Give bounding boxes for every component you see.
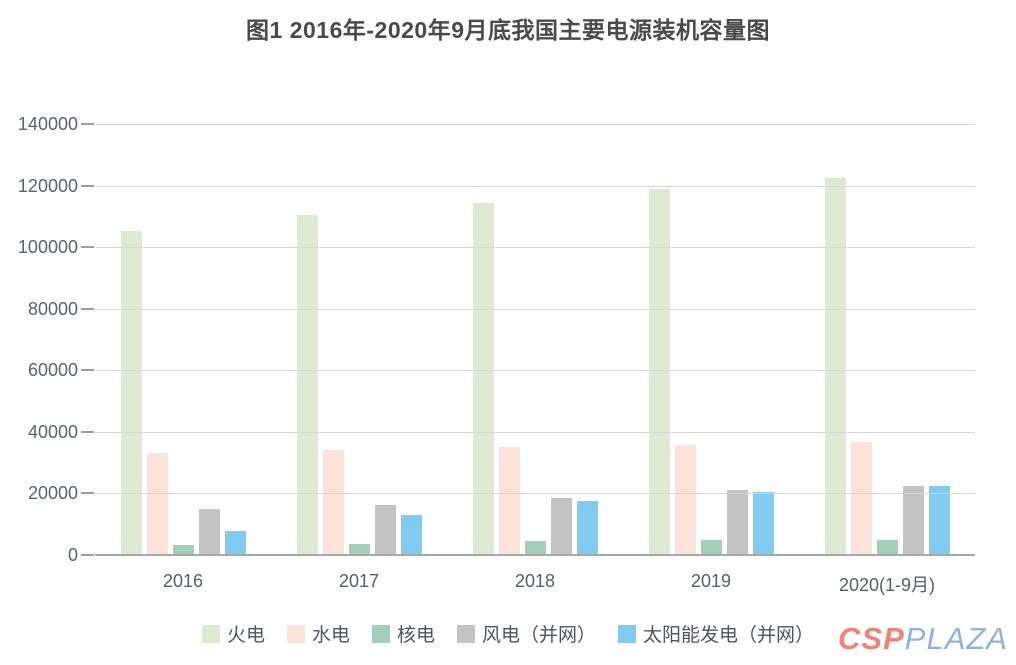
bar-group-2 (447, 124, 623, 555)
legend-label-nuclear-power: 核电 (396, 625, 435, 646)
bar-solar-power-0 (224, 531, 246, 555)
y-tick-label-80000: 80000 (27, 298, 78, 319)
bar-thermal-power-3 (648, 188, 670, 555)
legend-label-thermal-power: 火电 (226, 625, 265, 646)
bar-wind-power-1 (374, 504, 396, 555)
chart-title: 图1 2016年-2020年9月底我国主要电源装机容量图 (246, 17, 770, 43)
bar-solar-power-4 (928, 486, 950, 555)
legend-swatch-thermal-power (201, 624, 220, 643)
bar-nuclear-power-1 (348, 544, 370, 555)
bar-group-4 (799, 124, 975, 555)
bar-thermal-power-4 (824, 177, 846, 555)
bars-layer (95, 124, 975, 555)
legend-item-nuclear-power: 核电 (371, 620, 435, 647)
bar-nuclear-power-4 (876, 539, 898, 555)
x-axis-label-2: 2018 (514, 571, 556, 591)
legend-item-hydro-power: 水电 (286, 620, 350, 647)
watermark-plaza-text: PLAZA (904, 621, 1008, 656)
bar-nuclear-power-2 (524, 541, 546, 555)
x-axis-label-1: 2017 (338, 571, 380, 591)
legend-item-solar-power: 太阳能发电（并网） (618, 620, 814, 647)
plot-area (95, 124, 975, 556)
y-tick-label-20000: 20000 (27, 483, 78, 504)
y-tick-mark-140000 (81, 123, 94, 125)
watermark-csp-text: CSP (838, 621, 905, 656)
bar-hydro-power-2 (498, 446, 520, 555)
bar-solar-power-2 (576, 501, 598, 555)
legend-label-hydro-power: 水电 (311, 625, 350, 646)
bar-thermal-power-2 (472, 202, 494, 555)
bar-group-0 (95, 124, 271, 555)
bar-nuclear-power-3 (700, 540, 722, 555)
y-tick-mark-20000 (81, 492, 94, 495)
bar-hydro-power-1 (322, 450, 344, 555)
y-tick-label-140000: 140000 (17, 114, 78, 134)
y-tick-mark-100000 (81, 246, 94, 249)
bar-wind-power-3 (726, 490, 748, 555)
legend-swatch-nuclear-power (371, 624, 390, 643)
legend-label-wind-power: 风电（并网） (482, 625, 597, 646)
bar-thermal-power-0 (120, 230, 142, 555)
y-tick-label-40000: 40000 (27, 421, 78, 442)
legend-item-thermal-power: 火电 (201, 620, 265, 647)
bar-hydro-power-4 (850, 442, 872, 555)
bar-wind-power-0 (198, 509, 220, 555)
y-tick-mark-40000 (81, 430, 94, 433)
y-tick-mark-0 (81, 554, 94, 556)
x-axis-label-0: 2016 (162, 571, 204, 591)
y-tick-mark-80000 (81, 307, 94, 310)
bar-solar-power-1 (400, 514, 422, 555)
bar-wind-power-2 (550, 498, 572, 555)
bar-nuclear-power-0 (172, 544, 194, 555)
bar-group-1 (271, 124, 447, 555)
bar-wind-power-4 (902, 486, 924, 555)
y-tick-mark-120000 (81, 184, 94, 187)
x-axis-labels: 2016 2017 2018 2019 2020(1-9月) (95, 571, 975, 597)
bar-solar-power-3 (752, 492, 774, 555)
legend-item-wind-power: 风电（并网） (457, 620, 596, 647)
cspplaza-watermark: CSPPLAZA (838, 621, 1008, 657)
legend-label-solar-power: 太阳能发电（并网） (643, 625, 815, 646)
legend-swatch-hydro-power (286, 624, 305, 643)
bar-hydro-power-0 (146, 452, 168, 555)
legend-swatch-solar-power (618, 624, 637, 643)
legend-swatch-wind-power (457, 624, 475, 643)
y-tick-label-60000: 60000 (27, 360, 78, 381)
x-axis-label-3: 2019 (690, 571, 732, 591)
legend: 火电 水电 核电 风电（并网） 太阳能发电（并网） (0, 620, 1016, 647)
y-tick-label-0: 0 (67, 545, 78, 565)
bar-hydro-power-3 (674, 445, 696, 555)
bar-group-3 (623, 124, 799, 555)
y-tick-mark-60000 (81, 369, 94, 372)
bar-thermal-power-1 (296, 214, 318, 555)
x-axis-label-4: 2020(1-9月) (838, 575, 936, 595)
y-tick-label-120000: 120000 (17, 175, 78, 196)
y-tick-label-100000: 100000 (17, 237, 78, 258)
